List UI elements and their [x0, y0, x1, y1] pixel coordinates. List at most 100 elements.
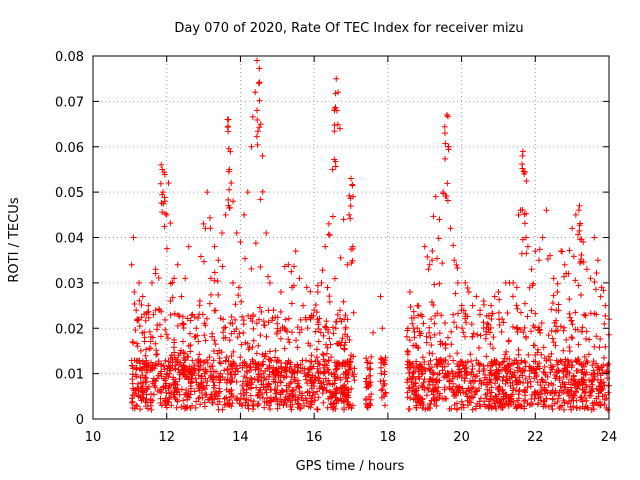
data-point — [196, 366, 203, 373]
data-point — [542, 379, 549, 386]
data-point — [248, 385, 255, 392]
data-point — [239, 313, 246, 320]
data-point — [567, 404, 574, 411]
data-point — [207, 363, 214, 370]
data-point — [164, 335, 171, 342]
data-point — [421, 376, 428, 383]
data-point — [228, 330, 235, 337]
data-point — [288, 406, 295, 413]
data-point — [206, 214, 213, 221]
data-point — [488, 384, 495, 391]
data-point — [569, 321, 576, 328]
data-point — [249, 344, 256, 351]
data-point — [229, 400, 236, 407]
data-point — [593, 333, 600, 340]
data-point — [324, 344, 331, 351]
data-point — [206, 354, 213, 361]
data-point — [474, 331, 481, 338]
data-point — [143, 311, 150, 318]
data-point — [317, 369, 324, 376]
data-point — [243, 396, 250, 403]
data-point — [344, 378, 351, 385]
data-point — [406, 364, 413, 371]
data-point — [423, 392, 430, 399]
data-point — [315, 377, 322, 384]
data-point — [532, 248, 539, 255]
data-point — [514, 305, 521, 312]
data-point — [515, 391, 522, 398]
data-point — [366, 379, 373, 386]
data-point — [330, 390, 337, 397]
data-point — [495, 288, 502, 295]
data-point — [522, 210, 529, 217]
data-point — [330, 330, 337, 337]
data-point — [214, 401, 221, 408]
data-point — [229, 365, 236, 372]
data-point — [265, 307, 272, 314]
data-point — [566, 247, 573, 254]
data-point — [548, 327, 555, 334]
data-point — [476, 368, 483, 375]
data-point — [601, 354, 608, 361]
data-point — [510, 387, 517, 394]
data-point — [341, 381, 348, 388]
data-point — [141, 338, 148, 345]
data-point — [553, 323, 560, 330]
data-point — [488, 389, 495, 396]
data-point — [448, 341, 455, 348]
data-point — [249, 318, 256, 325]
data-point — [191, 362, 198, 369]
data-point — [291, 363, 298, 370]
data-point — [207, 368, 214, 375]
data-point — [505, 361, 512, 368]
data-point — [367, 372, 374, 379]
data-point — [189, 357, 196, 364]
data-point — [428, 364, 435, 371]
data-point — [505, 337, 512, 344]
data-point — [277, 308, 284, 315]
data-point — [540, 344, 547, 351]
data-point — [575, 356, 582, 363]
data-point — [480, 324, 487, 331]
data-point — [452, 290, 459, 297]
data-point — [133, 340, 140, 347]
data-point — [129, 338, 136, 345]
data-point — [302, 314, 309, 321]
data-point — [208, 391, 215, 398]
data-point — [469, 363, 476, 370]
data-point — [163, 404, 170, 411]
data-point — [551, 371, 558, 378]
data-point — [189, 372, 196, 379]
data-point — [509, 391, 516, 398]
data-point — [585, 351, 592, 358]
data-point — [334, 311, 341, 318]
data-point — [500, 374, 507, 381]
data-point — [552, 375, 559, 382]
data-point — [255, 342, 262, 349]
data-point — [253, 384, 260, 391]
data-point — [537, 382, 544, 389]
data-point — [351, 377, 358, 384]
data-point — [193, 398, 200, 405]
data-point — [143, 374, 150, 381]
data-point — [154, 375, 161, 382]
data-point — [426, 350, 433, 357]
data-point — [488, 402, 495, 409]
data-point — [411, 328, 418, 335]
data-point — [171, 310, 178, 317]
data-point — [319, 390, 326, 397]
data-point — [339, 335, 346, 342]
data-point — [192, 404, 199, 411]
data-point — [168, 402, 175, 409]
data-point — [216, 379, 223, 386]
data-point — [162, 357, 169, 364]
data-point — [257, 386, 264, 393]
data-point — [462, 279, 469, 286]
data-point — [521, 300, 528, 307]
data-point — [336, 315, 343, 322]
data-point — [605, 360, 612, 367]
data-point — [136, 279, 143, 286]
data-point — [227, 369, 234, 376]
data-point — [469, 406, 476, 413]
data-point — [220, 335, 227, 342]
